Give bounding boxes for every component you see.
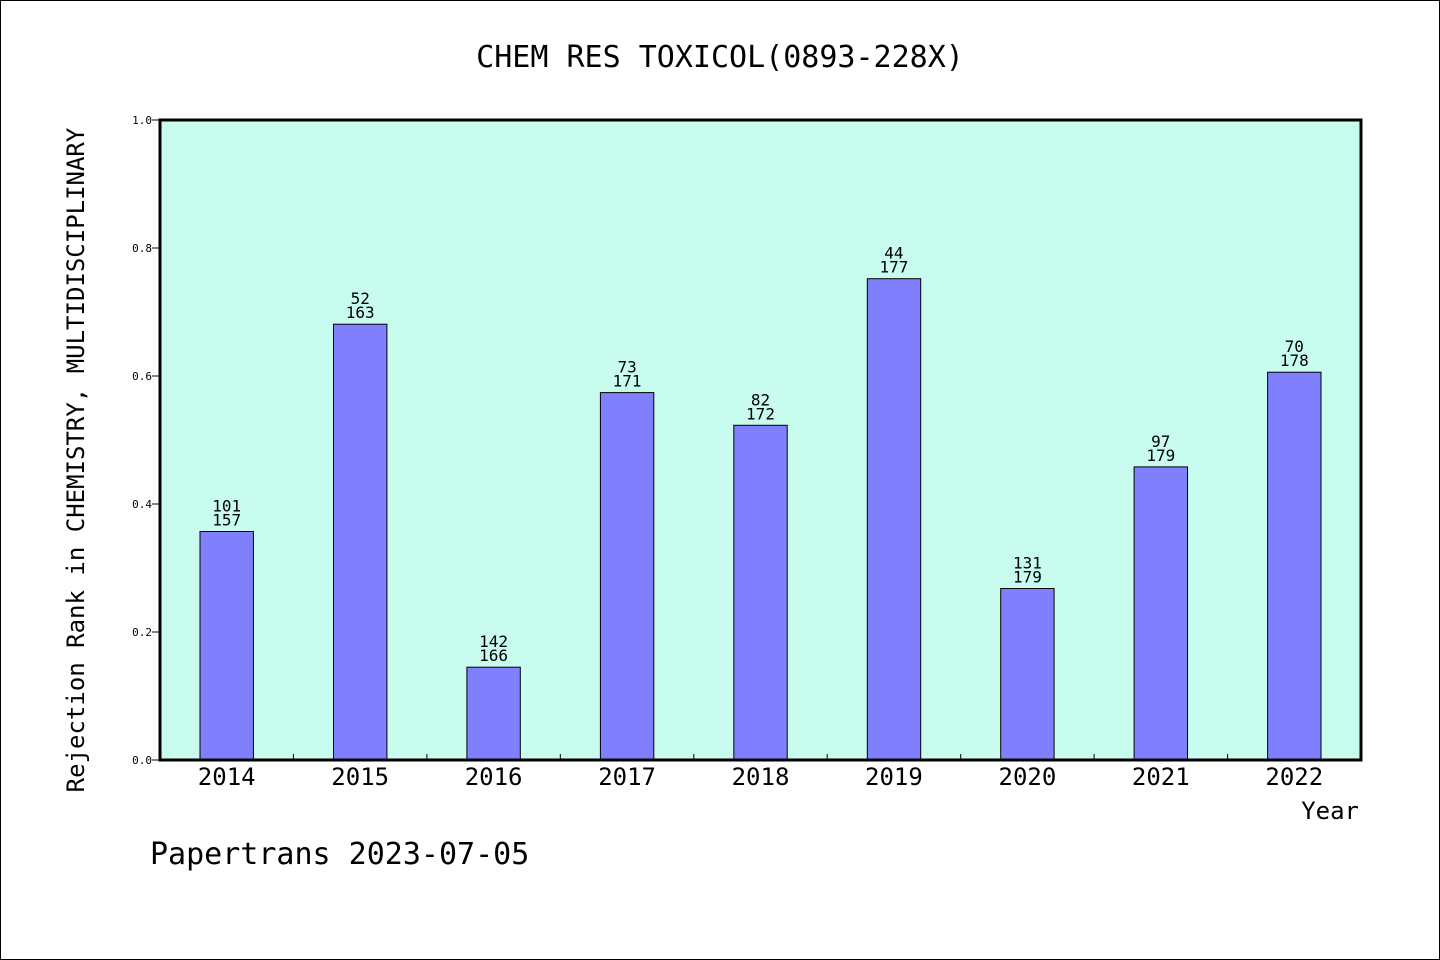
y-tick-label: 0.6 [132,370,152,383]
bar-rank-label: 52 [351,289,370,308]
chart-title: CHEM RES TOXICOL(0893-228X) [476,40,964,75]
bar-2014 [199,531,254,761]
y-tick-label: 0.8 [132,242,152,255]
x-tick-label: 2014 [198,763,256,791]
x-tick-label: 2022 [1265,763,1323,791]
bar-total-label: 179 [1013,568,1042,587]
bar-rank-label: 70 [1285,337,1304,356]
x-tick-label: 2017 [598,763,656,791]
y-axis-label: Rejection Rank in CHEMISTRY, MULTIDISCIP… [62,127,90,792]
bar-2018 [733,424,788,761]
bars-group [199,278,1322,761]
x-tick-label: 2020 [999,763,1057,791]
y-axis-ticks: 0.0 0.2 0.4 0.6 0.8 1.0 [132,114,160,767]
bar-rank-label: 131 [1013,554,1042,573]
bar-total-label: 157 [212,511,241,530]
x-tick-label: 2018 [732,763,790,791]
bar-2015 [333,323,388,761]
x-tick-label: 2019 [865,763,923,791]
bar-total-label: 171 [613,372,642,391]
bar-total-label: 177 [879,258,908,277]
x-axis-label: Year [1301,797,1359,825]
footer-text: Papertrans 2023-07-05 [150,837,529,872]
plot-border [158,118,1363,762]
bar-total-label: 166 [479,646,508,665]
y-tick-label: 1.0 [132,114,152,127]
bar-labels-group: 1011575216314216673171821724417713117997… [212,244,1309,666]
y-tick-label: 0.4 [132,498,152,511]
bar-rank-label: 101 [212,497,241,516]
bar-rank-label: 82 [751,390,770,409]
bar-rank-label: 97 [1151,432,1170,451]
bar-rank-label: 44 [884,244,903,263]
x-tick-label: 2016 [465,763,523,791]
y-tick-label: 0.0 [132,754,152,767]
bar-rank-label: 142 [479,632,508,651]
bar-total-label: 179 [1146,446,1175,465]
bar-2021 [1133,466,1188,761]
bar-2020 [1000,588,1055,761]
bar-2016 [466,666,521,761]
x-axis-ticks: 2014 2015 2016 2017 2018 2019 2020 2021 2022 [198,754,1323,791]
bar-2017 [599,392,655,761]
bar-total-label: 172 [746,404,775,423]
bar-total-label: 163 [346,303,375,322]
bar-total-label: 178 [1280,351,1309,370]
x-tick-label: 2015 [331,763,389,791]
bar-2019 [866,278,922,761]
y-tick-label: 0.2 [132,626,152,639]
x-tick-label: 2021 [1132,763,1190,791]
bar-2022 [1267,371,1322,761]
bar-rank-label: 73 [617,358,636,377]
